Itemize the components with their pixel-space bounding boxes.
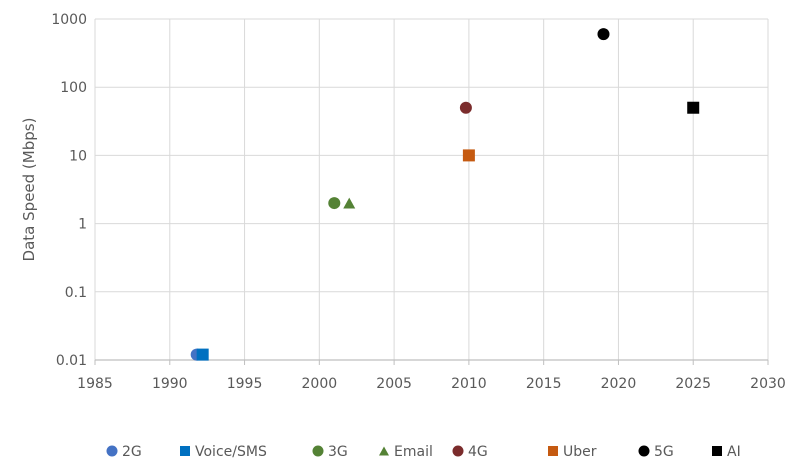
legend-marker-uber <box>548 446 558 456</box>
data-point-3g <box>328 197 341 210</box>
x-tick-label: 2010 <box>451 376 487 392</box>
legend-marker-2g <box>106 445 118 457</box>
legend-marker-5g <box>638 445 650 457</box>
gridlines <box>94 18 769 361</box>
x-tick-label: 1995 <box>227 376 263 392</box>
y-tick-label: 1 <box>78 217 87 233</box>
x-tick-label: 2000 <box>302 376 338 392</box>
x-tick-label: 2020 <box>601 376 637 392</box>
legend-label-ai: AI <box>727 444 741 460</box>
legend-label-3g: 3G <box>328 444 348 460</box>
y-tick-label: 1000 <box>51 12 87 28</box>
data-point-email <box>343 197 356 209</box>
legend-marker-ai <box>712 446 722 456</box>
y-tick-label: 0.1 <box>65 285 87 301</box>
y-tick-label: 10 <box>69 148 87 164</box>
legend-label-5g: 5G <box>654 444 674 460</box>
legend-label-uber: Uber <box>563 444 597 460</box>
legend-label-voice-sms: Voice/SMS <box>195 444 267 460</box>
y-tick-label: 0.01 <box>56 353 87 369</box>
x-tick-label: 2025 <box>675 376 711 392</box>
legend-label-2g: 2G <box>122 444 142 460</box>
x-tick-label: 1985 <box>77 376 113 392</box>
data-point-4g <box>459 101 472 114</box>
x-tick-label: 1990 <box>152 376 188 392</box>
legend: 2G Voice/SMS 3G Email 4G Uber 5G AI <box>106 444 741 460</box>
legend-marker-email <box>379 446 389 456</box>
legend-marker-voice-sms <box>180 446 190 456</box>
data-point-5g <box>597 28 610 41</box>
x-tick-label: 2015 <box>526 376 562 392</box>
y-axis-title: Data Speed (Mbps) <box>20 118 38 262</box>
data-point-ai <box>687 101 700 114</box>
legend-marker-4g <box>452 445 464 457</box>
axes <box>94 359 769 365</box>
data-point-uber <box>462 149 475 162</box>
data-point-voice-sms <box>196 348 209 361</box>
x-tick-label: 2030 <box>750 376 786 392</box>
data-points <box>190 28 700 361</box>
x-tick-label: 2005 <box>376 376 412 392</box>
legend-label-email: Email <box>394 444 433 460</box>
tick-labels: 1985 1990 1995 2000 2005 2010 2015 2020 2025 2030… <box>51 12 785 392</box>
legend-marker-3g <box>312 445 324 457</box>
legend-label-4g: 4G <box>468 444 488 460</box>
y-tick-label: 100 <box>60 80 87 96</box>
